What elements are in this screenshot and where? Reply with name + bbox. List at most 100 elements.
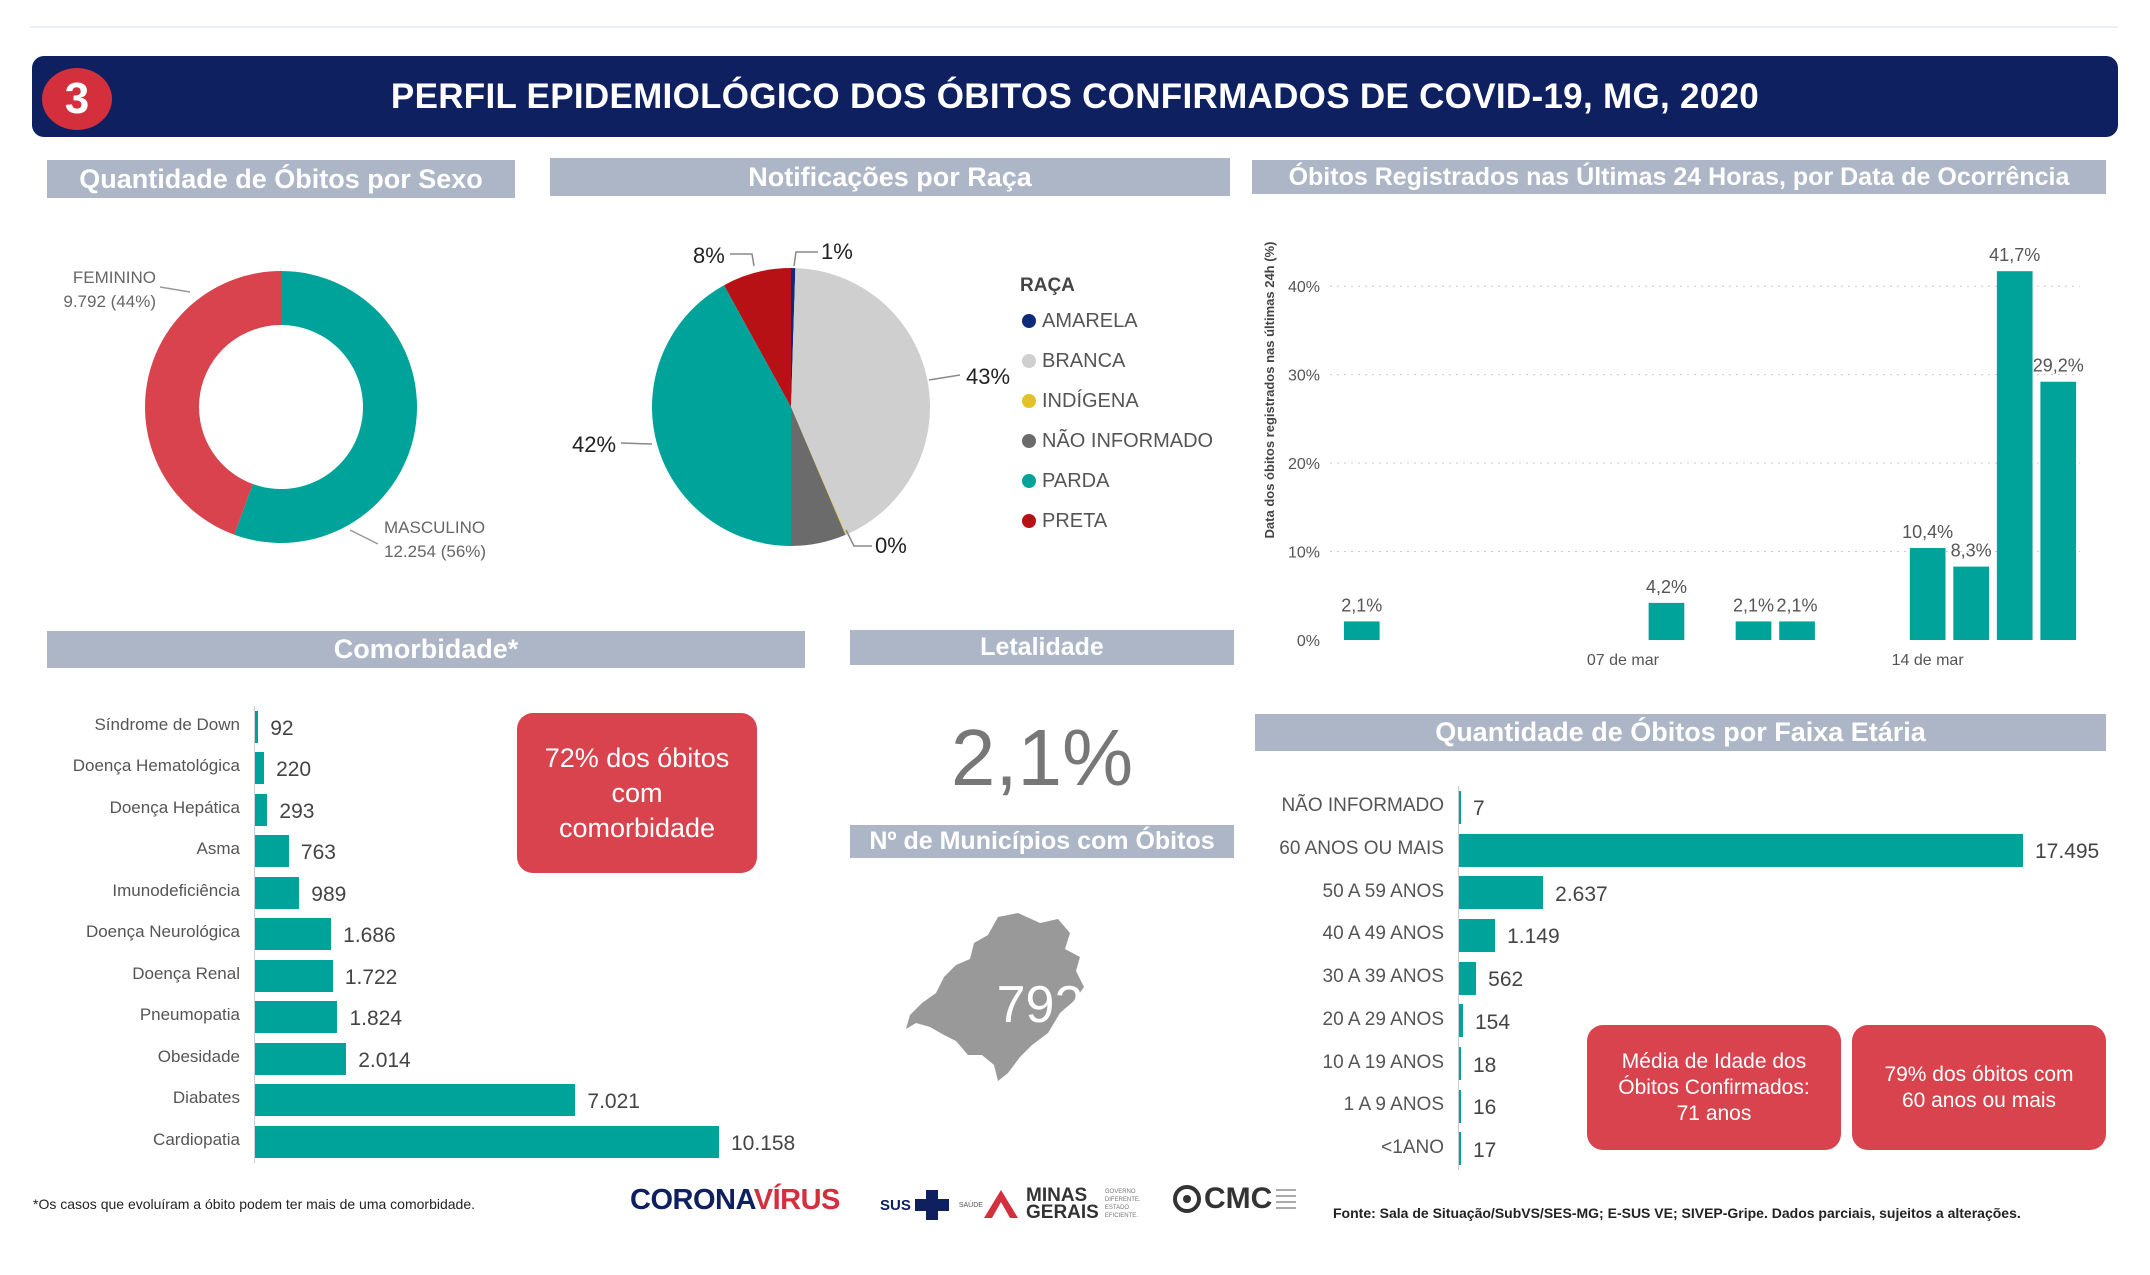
faixa-etaria-category-label: 50 A 59 ANOS xyxy=(1322,880,1444,902)
comorbidade-bar xyxy=(254,918,332,951)
page-title: PERFIL EPIDEMIOLÓGICO DOS ÓBITOS CONFIRM… xyxy=(390,76,1760,116)
ultimas24-bar-label: 2,1% xyxy=(1733,595,1774,615)
comorbidade-category-label: Diabates xyxy=(172,1088,240,1108)
faixa-etaria-value-label: 154 xyxy=(1474,1010,1511,1034)
logo-cmc: CMC xyxy=(1172,1182,1297,1216)
sexo-slice-feminino xyxy=(144,271,281,535)
faixa-etaria-category-label: 40 A 49 ANOS xyxy=(1322,923,1444,945)
faixa-etaria-bar xyxy=(1458,1132,1461,1166)
raca-pct-preta: 8% xyxy=(693,243,725,268)
raca-leader-branca xyxy=(928,374,961,381)
ultimas24-bar xyxy=(1648,602,1685,640)
comorbidade-category-label: Doença Hepática xyxy=(109,797,240,817)
faixa-etaria-bar xyxy=(1458,1047,1461,1081)
minas-gerais-triangle-icon xyxy=(984,1190,1018,1218)
ultimas24-bar-label: 41,7% xyxy=(1989,245,2040,265)
raca-slice-amarela xyxy=(791,268,796,407)
sexo-donut-chart xyxy=(144,271,418,545)
comorbidade-value-label: 10.158 xyxy=(731,1131,796,1155)
comorbidade-value-label: 220 xyxy=(276,758,312,782)
legend-item-parda: PARDA xyxy=(1022,461,1213,501)
sexo-label-feminino-value: 9.792 (44%) xyxy=(63,292,156,311)
faixa-etaria-bar xyxy=(1458,918,1496,952)
ultimas24-bar-chart: Data dos óbitos registrados nas últimas … xyxy=(1262,242,2084,669)
ultimas24-bar-label: 2,1% xyxy=(1777,595,1818,615)
media-idade-box: Média de Idade dos Óbitos Confirmados: 7… xyxy=(1587,1025,1841,1150)
footnote: *Os casos que evoluíram a óbito podem te… xyxy=(33,1196,476,1212)
sexo-label-feminino-name: FEMININO xyxy=(72,268,156,287)
faixa-etaria-bar xyxy=(1458,876,1544,910)
raca-pie-chart xyxy=(620,251,961,547)
raca-pct-amarela: 1% xyxy=(821,239,853,264)
ultimas24-bar-label: 2,1% xyxy=(1341,595,1382,615)
section-header-letalidade: Letalidade xyxy=(850,630,1234,665)
section-header-comorbidade: Comorbidade* xyxy=(47,631,805,668)
section-header-raca: Notificações por Raça xyxy=(550,158,1230,196)
cmc-emblem-icon xyxy=(1173,1185,1201,1213)
faixa-etaria-category-label: 20 A 29 ANOS xyxy=(1322,1008,1444,1030)
ultimas24-bar-label: 4,2% xyxy=(1646,577,1687,597)
faixa-etaria-value-label: 7 xyxy=(1473,797,1485,821)
legend-item-branca: BRANCA xyxy=(1022,341,1213,381)
comorbidade-bar xyxy=(254,1042,347,1075)
logo-minas-gerais: MINAS GERAIS GOVERNO DIFERENTE. ESTADO E… xyxy=(982,1186,1149,1222)
comorbidade-bar xyxy=(254,752,265,785)
faixa-etaria-category-label: 10 A 19 ANOS xyxy=(1322,1051,1444,1073)
ultimas24-bar xyxy=(1343,621,1380,640)
sessenta-anos-box: 79% dos óbitos com 60 anos ou mais xyxy=(1852,1025,2106,1150)
ultimas24-ytick: 10% xyxy=(1288,545,1320,562)
raca-legend-title: RAÇA xyxy=(1020,275,1075,296)
ultimas24-bar xyxy=(1909,548,1946,640)
faixa-etaria-value-label: 2.637 xyxy=(1555,882,1608,906)
ultimas24-bar xyxy=(2040,381,2077,640)
section-header-sexo: Quantidade de Óbitos por Sexo xyxy=(47,160,515,198)
ultimas24-bar xyxy=(1953,566,1990,640)
source-note: Fonte: Sala de Situação/SubVS/SES-MG; E-… xyxy=(1333,1205,2021,1221)
raca-pct-indigena: 0% xyxy=(875,533,907,558)
comorbidade-bar xyxy=(254,1125,719,1158)
faixa-etaria-value-label: 562 xyxy=(1488,968,1524,992)
ultimas24-bar xyxy=(1735,621,1772,640)
comorbidade-value-label: 92 xyxy=(270,716,294,740)
comorbidade-highlight-box: 72% dos óbitos com comorbidade xyxy=(517,713,757,873)
comorbidade-category-label: Obesidade xyxy=(157,1046,240,1066)
comorbidade-bar xyxy=(254,1001,338,1034)
comorbidade-bar xyxy=(254,835,289,868)
sexo-label-masculino-name: MASCULINO xyxy=(384,518,486,537)
faixa-etaria-value-label: 17.495 xyxy=(2035,840,2100,864)
faixa-etaria-value-label: 1.149 xyxy=(1507,925,1560,949)
faixa-etaria-value-label: 17 xyxy=(1473,1138,1497,1162)
raca-leader-preta xyxy=(730,253,755,267)
masculino-leader-line xyxy=(349,529,379,545)
top-divider xyxy=(30,26,2118,28)
ultimas24-xtick: 07 de mar xyxy=(1587,652,1660,669)
comorbidade-value-label: 989 xyxy=(311,882,347,906)
faixa-etaria-bar xyxy=(1458,961,1477,995)
raca-leader-parda xyxy=(620,442,653,445)
comorbidade-value-label: 1.686 xyxy=(343,924,396,948)
raca-legend: AMARELA BRANCA INDÍGENA NÃO INFORMADO PA… xyxy=(1022,301,1213,541)
faixa-etaria-bar xyxy=(1458,790,1461,824)
legend-item-nao-informado: NÃO INFORMADO xyxy=(1022,421,1213,461)
comorbidade-value-label: 2.014 xyxy=(358,1048,411,1072)
ultimas24-bar-label: 10,4% xyxy=(1902,522,1953,542)
faixa-etaria-bar-chart: NÃO INFORMADO 7 60 ANOS OU MAIS 17.495 50 A … xyxy=(1250,780,2130,1171)
ultimas24-xtick: 14 de mar xyxy=(1892,652,1965,669)
faixa-etaria-bar xyxy=(1458,1004,1463,1038)
faixa-etaria-category-label: 1 A 9 ANOS xyxy=(1343,1094,1444,1116)
feminino-leader-line xyxy=(159,286,191,293)
minas-gerais-map-icon xyxy=(906,913,1084,1081)
comorbidade-bar xyxy=(254,793,268,826)
ultimas24-bar-label: 8,3% xyxy=(1951,541,1992,561)
ultimas24-ytick: 0% xyxy=(1297,633,1320,650)
ultimas24-ytick: 40% xyxy=(1288,279,1320,296)
raca-slice-indígena xyxy=(791,407,847,535)
title-bar xyxy=(32,56,2118,137)
comorbidade-category-label: Asma xyxy=(196,839,240,859)
section-header-ultimas24: Óbitos Registrados nas Últimas 24 Horas,… xyxy=(1252,160,2106,194)
municipios-value: 792 xyxy=(996,976,1084,1034)
comorbidade-category-label: Doença Renal xyxy=(132,963,240,983)
comorbidade-category-label: Doença Hematológica xyxy=(72,756,240,776)
faixa-etaria-axis xyxy=(1458,786,1459,1171)
comorbidade-value-label: 763 xyxy=(300,841,336,865)
